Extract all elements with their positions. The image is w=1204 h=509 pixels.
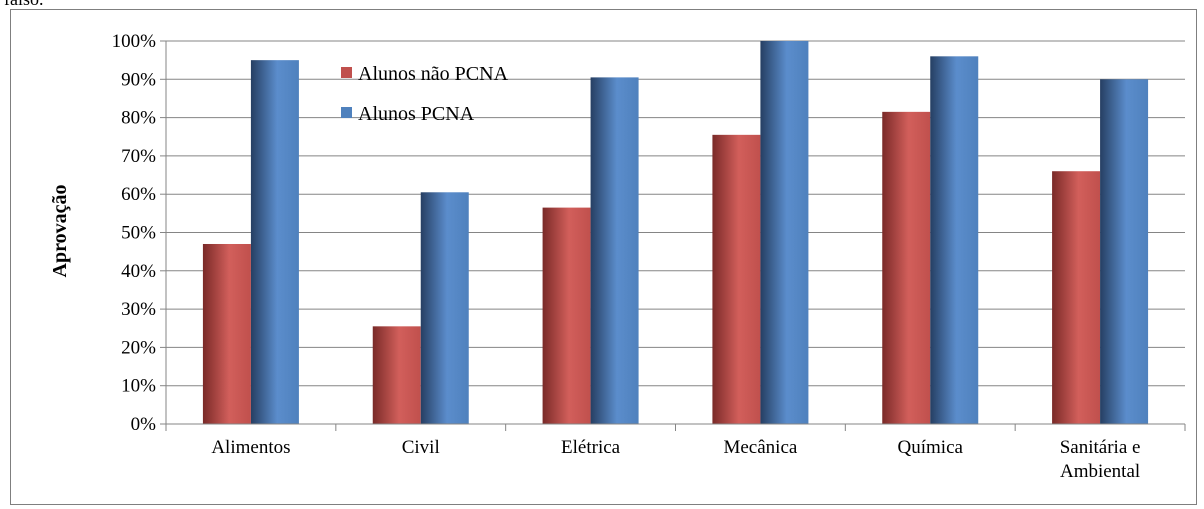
y-tick-labels: 0% 10% 20% 30% 40% 50% 60% 70% 80% 90% 100% <box>112 31 157 435</box>
y-tick-label: 90% <box>121 69 156 90</box>
bar-pcna <box>250 60 299 425</box>
x-tick-label: Mecânica <box>723 437 797 458</box>
bar-pcna <box>420 192 469 424</box>
x-tick-label: Sanitária e <box>1060 437 1141 458</box>
y-tick-label: 70% <box>121 146 156 167</box>
y-axis-label: Aprovação <box>49 185 71 278</box>
x-tick-label: Civil <box>402 437 440 458</box>
caption-fragment: falso. <box>4 0 44 10</box>
gridlines <box>166 40 1185 387</box>
bar-nao-pcna <box>712 134 761 424</box>
bar-chart: 0% 10% 20% 30% 40% 50% 60% 70% 80% 90% 100% Alimen… <box>49 31 1186 482</box>
y-tick-label: 100% <box>112 31 157 52</box>
y-tick-label: 0% <box>131 414 157 435</box>
legend-label: Alunos PCNA <box>358 103 475 125</box>
bar-nao-pcna <box>542 207 591 424</box>
bar-pcna <box>590 77 639 424</box>
bar-pcna <box>930 56 979 424</box>
legend-label: Alunos não PCNA <box>358 63 509 85</box>
chart-frame: 0% 10% 20% 30% 40% 50% 60% 70% 80% 90% 100% Alimen… <box>10 9 1197 505</box>
x-tick-labels: Alimentos Civil Elétrica Mecânica Química San… <box>211 437 1140 482</box>
y-tick-label: 40% <box>121 261 156 282</box>
bar-pcna <box>1100 79 1149 425</box>
legend-swatch <box>341 67 352 78</box>
y-tick-label: 20% <box>121 337 156 358</box>
axes <box>160 40 1186 431</box>
y-tick-label: 50% <box>121 223 156 244</box>
bars <box>202 41 1149 425</box>
x-tick-label: Elétrica <box>561 437 621 458</box>
bar-nao-pcna <box>372 326 421 424</box>
bar-nao-pcna <box>1052 171 1101 424</box>
x-tick-label: Alimentos <box>211 437 290 458</box>
y-tick-label: 60% <box>121 184 156 205</box>
legend: Alunos não PCNA Alunos PCNA <box>341 63 509 125</box>
y-tick-label: 80% <box>121 108 156 129</box>
x-tick-label: Química <box>898 437 964 458</box>
y-tick-label: 30% <box>121 299 156 320</box>
legend-swatch <box>341 107 352 118</box>
bar-nao-pcna <box>882 111 931 424</box>
x-tick-label: Ambiental <box>1060 461 1140 482</box>
bar-nao-pcna <box>202 243 251 424</box>
y-tick-label: 10% <box>121 376 156 397</box>
bar-pcna <box>760 41 809 424</box>
